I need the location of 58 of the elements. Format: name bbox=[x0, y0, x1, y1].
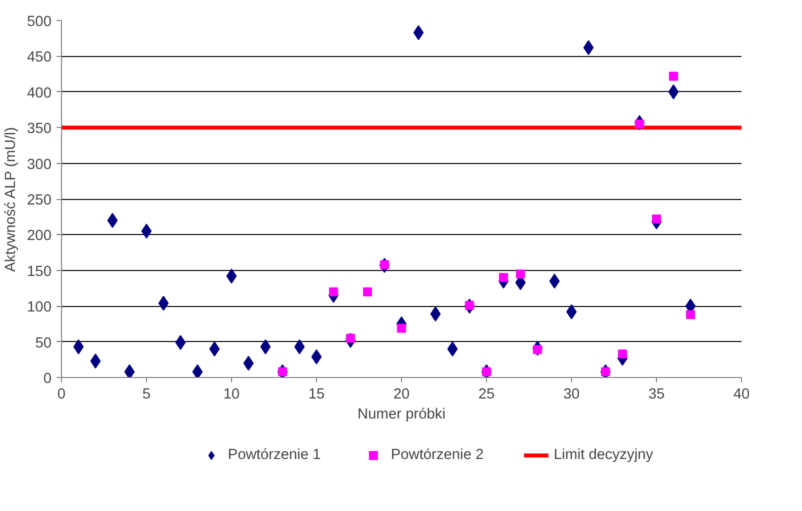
point bbox=[175, 335, 186, 350]
y-tick-label: 300 bbox=[27, 156, 52, 173]
point bbox=[107, 212, 118, 228]
point bbox=[363, 287, 372, 296]
point bbox=[482, 367, 491, 376]
y-tick-label: 500 bbox=[27, 14, 52, 30]
y-tick-label: 0 bbox=[43, 371, 52, 387]
point bbox=[260, 339, 271, 354]
x-tick-label: 10 bbox=[223, 386, 240, 402]
point bbox=[499, 273, 508, 282]
point bbox=[669, 72, 678, 81]
point bbox=[294, 339, 305, 354]
x-tick-label: 40 bbox=[733, 386, 750, 402]
x-tick-label: 0 bbox=[57, 386, 66, 402]
x-tick-label: 35 bbox=[648, 386, 665, 402]
x-axis-title: Numer próbki bbox=[358, 406, 446, 422]
legend-label: Powtórzenie 2 bbox=[390, 447, 484, 463]
y-tick-label: 200 bbox=[27, 228, 52, 244]
point bbox=[329, 287, 338, 296]
point bbox=[447, 341, 458, 356]
point bbox=[243, 356, 254, 371]
point bbox=[124, 364, 135, 378]
point bbox=[549, 274, 560, 289]
point bbox=[192, 364, 203, 378]
point bbox=[601, 367, 610, 376]
point bbox=[652, 214, 661, 224]
y-tick-label: 450 bbox=[27, 50, 52, 66]
x-tick-label: 25 bbox=[478, 386, 495, 402]
y-tick-label: 150 bbox=[27, 264, 52, 280]
y-tick-label: 100 bbox=[27, 300, 52, 316]
point bbox=[226, 268, 237, 284]
point bbox=[413, 25, 424, 40]
point bbox=[668, 84, 679, 100]
y-tick-label: 250 bbox=[27, 192, 52, 208]
legend-label: Powtórzenie 1 bbox=[228, 447, 321, 463]
point bbox=[311, 349, 322, 364]
y-axis-title: Aktywność ALP (mU/l) bbox=[3, 127, 20, 272]
y-tick-label: 400 bbox=[27, 85, 52, 102]
point bbox=[90, 354, 101, 369]
point bbox=[73, 339, 84, 354]
x-tick-label: 15 bbox=[308, 386, 325, 402]
y-tick-label: 50 bbox=[35, 335, 52, 352]
point bbox=[566, 304, 577, 320]
x-tick-label: 5 bbox=[142, 386, 151, 402]
point bbox=[209, 341, 220, 356]
point bbox=[516, 269, 525, 278]
point bbox=[618, 349, 627, 358]
y-tick-label: 350 bbox=[27, 121, 52, 138]
point bbox=[141, 224, 152, 239]
x-tick-label: 30 bbox=[563, 386, 580, 402]
point bbox=[158, 296, 169, 311]
point bbox=[583, 40, 594, 56]
point bbox=[430, 306, 441, 322]
point bbox=[397, 324, 406, 333]
point bbox=[278, 367, 287, 376]
point bbox=[686, 310, 695, 320]
legend-label: Limit decyzyjny bbox=[554, 447, 654, 463]
x-tick-label: 20 bbox=[393, 386, 410, 402]
